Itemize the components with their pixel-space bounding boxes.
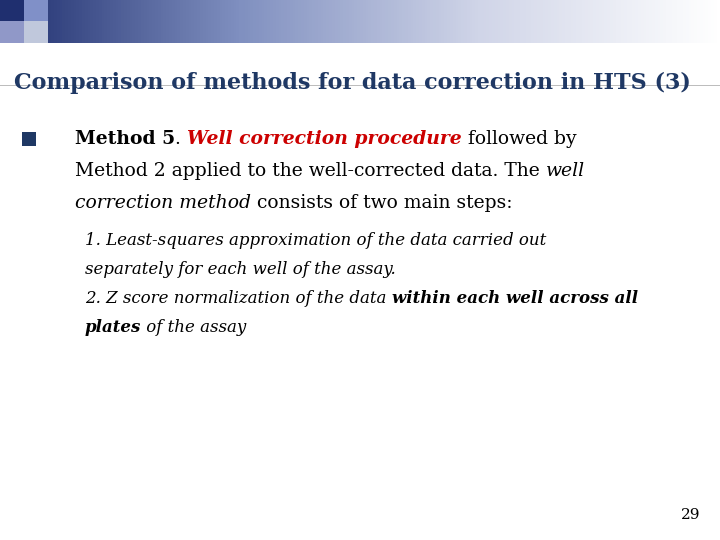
- Bar: [22, 132, 36, 146]
- Text: 1. Least-squares approximation of the data carried out: 1. Least-squares approximation of the da…: [85, 232, 546, 249]
- Text: Well correction procedure: Well correction procedure: [187, 130, 462, 148]
- Text: Comparison of methods for data correction in HTS (3): Comparison of methods for data correctio…: [14, 72, 691, 94]
- Text: followed by: followed by: [462, 130, 576, 148]
- Text: of the assay: of the assay: [141, 319, 247, 336]
- Bar: [24, 0, 48, 22]
- Text: plates: plates: [85, 319, 141, 336]
- Text: within each well across all: within each well across all: [392, 290, 638, 307]
- Text: consists of two main steps:: consists of two main steps:: [251, 194, 513, 212]
- Bar: [0, 0, 24, 22]
- Bar: [24, 21, 48, 43]
- Text: correction method: correction method: [75, 194, 251, 212]
- Text: Method 5: Method 5: [75, 130, 175, 148]
- Text: 29: 29: [680, 508, 700, 522]
- Text: separately for each well of the assay.: separately for each well of the assay.: [85, 261, 396, 278]
- Text: Method 2 applied to the well-corrected data. The: Method 2 applied to the well-corrected d…: [75, 162, 546, 180]
- Text: .: .: [175, 130, 187, 148]
- Text: 2. Z score normalization of the data: 2. Z score normalization of the data: [85, 290, 392, 307]
- Bar: [0, 21, 24, 43]
- Text: well: well: [546, 162, 585, 180]
